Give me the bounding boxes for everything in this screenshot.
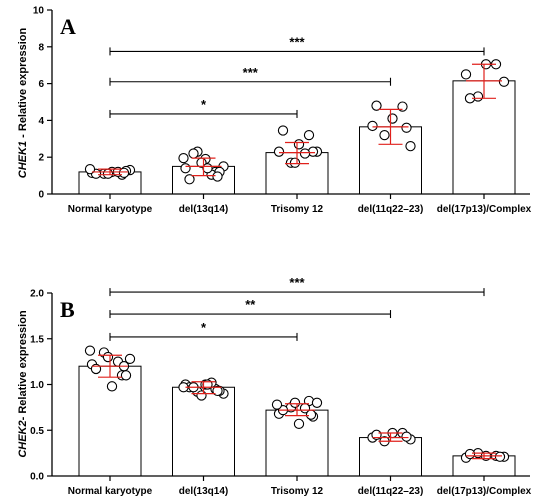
data-point — [371, 100, 382, 111]
data-point — [303, 129, 315, 141]
data-point — [271, 399, 283, 410]
data-point — [106, 381, 118, 392]
significance-label: *** — [289, 275, 305, 290]
data-point — [401, 431, 412, 442]
y-axis-label-rest-a: - Relative expression — [17, 28, 29, 141]
bar — [172, 386, 235, 477]
x-tick-label: del(11q22–23) — [358, 204, 424, 215]
y-tick-label: 1.0 — [30, 380, 44, 391]
data-point — [120, 370, 132, 381]
y-axis-label-rest-b: - Relative expression — [17, 310, 29, 420]
data-point — [401, 122, 412, 133]
x-tick-label: Trisomy 12 — [271, 204, 324, 215]
y-tick-label: 2.0 — [30, 289, 44, 300]
data-point — [464, 448, 476, 460]
data-point — [379, 129, 390, 141]
data-point — [498, 76, 510, 87]
y-tick-label: 0.0 — [30, 472, 44, 483]
y-axis-label-gene-a: CHEK1 — [17, 141, 29, 178]
data-point — [293, 139, 305, 150]
panel-a: A CHEK1 - Relative expression 0 2 4 6 8 10 Nor… — [17, 6, 532, 216]
y-axis-label-gene-b: CHEK2 — [17, 420, 29, 457]
significance-label: * — [201, 97, 207, 112]
data-point — [293, 418, 305, 429]
y-tick-label: 10 — [33, 6, 45, 17]
data-point — [124, 353, 136, 365]
y-tick-label: 0 — [38, 190, 44, 201]
data-point — [289, 397, 301, 408]
data-point — [180, 163, 191, 174]
y-tick-label: 0.5 — [30, 426, 44, 437]
x-tick-label: del(17p13)/Complex — [437, 204, 532, 215]
y-axis-label-a: CHEK1 - Relative expression — [17, 28, 29, 179]
x-tick-label: Normal karyotype — [68, 486, 153, 497]
data-point — [196, 390, 207, 401]
y-axis-label-b: CHEK2- Relative expression — [17, 310, 29, 458]
significance-label: * — [201, 320, 207, 335]
data-point — [273, 146, 285, 157]
x-tick-label: del(13q14) — [179, 204, 228, 215]
x-tick-label: Trisomy 12 — [271, 486, 324, 497]
x-tick-label: del(13q14) — [179, 486, 228, 497]
data-point — [494, 451, 506, 462]
data-point — [299, 148, 311, 159]
significance-label: ** — [245, 297, 256, 312]
y-tick-label: 1.5 — [30, 334, 44, 345]
y-tick-label: 8 — [38, 42, 44, 53]
panel-b: B CHEK2- Relative expression 0.0 0.5 1.0 1.… — [17, 275, 532, 497]
data-point — [460, 69, 472, 80]
data-point — [202, 163, 213, 174]
data-point — [212, 171, 223, 182]
data-point — [367, 120, 378, 132]
y-tick-label: 6 — [38, 79, 44, 90]
panel-label-a: A — [60, 14, 76, 39]
data-point — [102, 168, 114, 179]
x-tick-label: del(17p13)/Complex — [437, 486, 532, 497]
data-point — [387, 113, 398, 124]
data-point — [84, 345, 96, 356]
y-tick-label: 2 — [38, 153, 44, 164]
data-point — [277, 125, 289, 136]
data-point — [188, 148, 199, 159]
data-point — [311, 397, 323, 408]
significance-label: *** — [289, 34, 305, 49]
y-tick-label: 4 — [38, 116, 44, 127]
x-tick-label: Normal karyotype — [68, 204, 153, 215]
data-point — [405, 141, 416, 152]
data-point — [305, 409, 317, 420]
data-point — [184, 174, 195, 185]
data-point — [102, 351, 114, 363]
significance-label: *** — [243, 65, 259, 80]
panel-label-b: B — [60, 297, 75, 322]
data-point — [178, 152, 189, 164]
data-point — [289, 157, 301, 168]
x-tick-label: del(11q22–23) — [358, 486, 424, 497]
